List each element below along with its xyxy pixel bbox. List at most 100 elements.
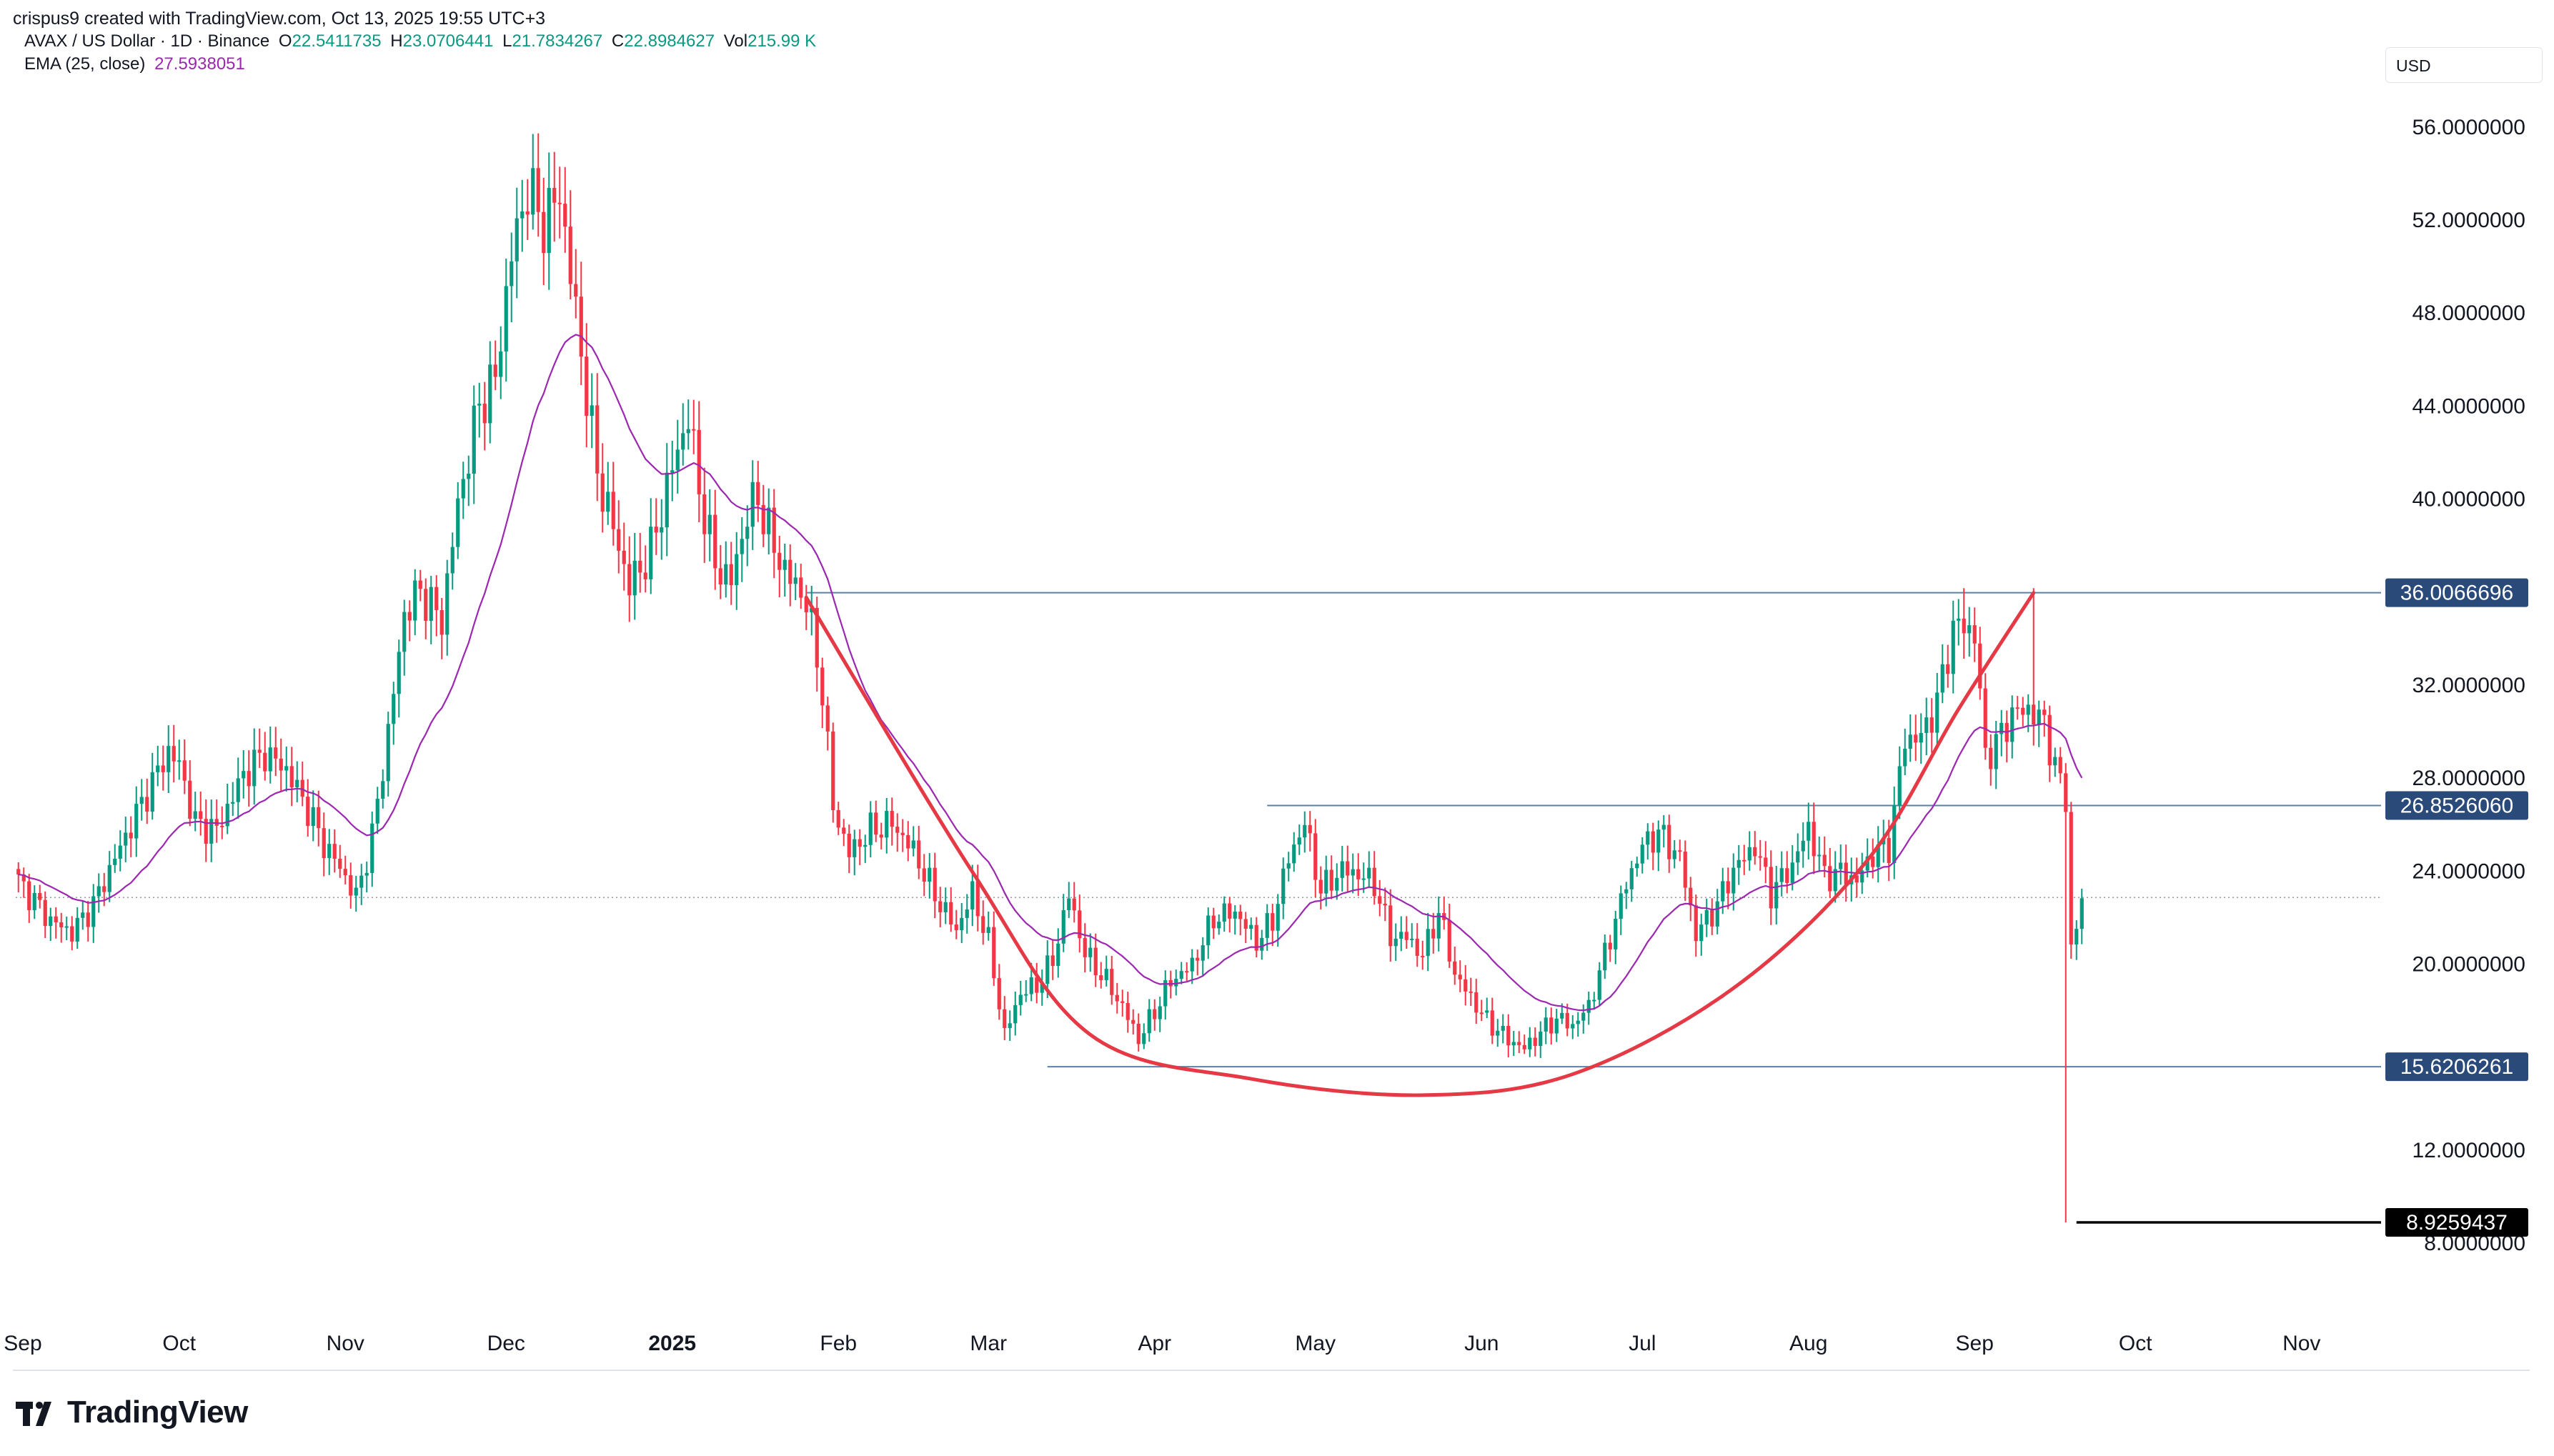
candle-body [681,433,685,450]
close-value: 22.8984627 [624,31,715,51]
candle-body [220,825,224,827]
low-label: L [502,31,512,51]
rounded-bottom-curve[interactable] [804,591,2036,1097]
y-tick-label: 48.0000000 [2413,301,2526,325]
candle-body [767,507,771,534]
level-price-label: 8.9259437 [2406,1211,2508,1235]
candle-body [1351,869,1355,876]
candle-body [107,864,111,892]
candle-body [1726,881,1730,894]
candle-body [1308,824,1312,834]
candle-body [1854,875,1859,883]
candle-body [1678,850,1682,852]
candle-body [247,771,251,787]
candle-body [1313,833,1318,880]
candle-body [429,587,433,621]
candle-body [1962,618,1966,634]
candle-body [1436,913,1441,939]
x-tick-label: 2025 [648,1332,696,1355]
candle-body [317,807,321,829]
candle-body [965,909,969,918]
candle-body [1785,868,1789,883]
candle-body [842,827,846,834]
candle-body [1142,1033,1146,1044]
candle-body [928,867,932,882]
level-price-badge [2385,1052,2528,1082]
x-tick-label: Sep [1956,1332,1994,1355]
candle-body [461,479,465,499]
candle-body [1908,734,1912,749]
candle-body [1217,922,1221,929]
candle-body [1083,938,1087,957]
candle-body [906,834,910,849]
low-value: 21.7834267 [512,31,603,51]
candle-body [686,429,690,434]
candle-body [43,899,47,927]
candle-body [1892,805,1897,864]
currency-selector[interactable]: USD [2385,47,2543,83]
x-tick-label: Sep [4,1332,41,1355]
candle-body [1110,969,1114,995]
candle-body [536,168,540,212]
candle-body [2047,714,2052,766]
candle-body [1003,1009,1007,1028]
candle-body [1865,856,1869,871]
candle-body [557,202,562,204]
candle-body [1549,1017,1554,1034]
candle-body [75,917,79,942]
candle-body [49,916,53,927]
candle-body [1286,863,1291,869]
candle-body [370,823,374,873]
candle-body [456,498,460,547]
candle-body [1871,856,1875,867]
candle-body [1571,1024,1575,1029]
candle-body [439,610,444,635]
y-tick-label: 12.0000000 [2413,1139,2526,1162]
candle-body [1565,1012,1569,1029]
candle-body [1426,929,1430,957]
candle-body [1024,994,1028,996]
candle-body [1254,924,1258,951]
candle-body [815,607,819,668]
candle-body [1378,896,1382,904]
candle-body [343,869,347,876]
candle-body [1271,913,1275,931]
candle-body [1356,869,1361,879]
candle-body [482,404,487,424]
candle-body [1029,977,1033,994]
candle-body [1404,932,1408,940]
candle-body [1946,664,1950,674]
candle-body [21,874,26,882]
candle-body [938,901,943,912]
candle-body [1340,861,1344,878]
candle-body [1528,1037,1532,1049]
y-tick-label: 24.0000000 [2413,859,2526,883]
candle-body [2074,929,2079,944]
x-tick-label: Feb [820,1332,857,1355]
candle-body [177,760,182,762]
symbol-title[interactable]: AVAX / US Dollar · 1D · Binance [24,31,270,51]
candle-body [38,893,42,900]
ema-legend[interactable]: EMA (25, close) 27.5938051 [24,54,249,74]
candle-body [1919,732,1923,743]
candle-body [161,765,165,772]
candle-body [1292,844,1296,864]
candle-body [2015,707,2019,709]
candle-body [627,564,632,596]
candle-body [960,917,964,931]
candle-body [772,507,776,553]
candle-body [1736,859,1741,868]
level-price-label: 26.8526060 [2400,794,2514,818]
candle-body [1560,1012,1564,1019]
candle-body [1994,734,1998,769]
x-tick-label: Dec [487,1332,525,1355]
candle-body [231,802,235,804]
candle-body [1099,975,1103,980]
high-value: 23.0706441 [402,31,494,51]
candle-body [2064,773,2068,812]
candle-body [1822,854,1827,867]
candle-body [1265,913,1269,938]
candle-body [1035,977,1039,993]
candle-body [1131,1019,1136,1024]
